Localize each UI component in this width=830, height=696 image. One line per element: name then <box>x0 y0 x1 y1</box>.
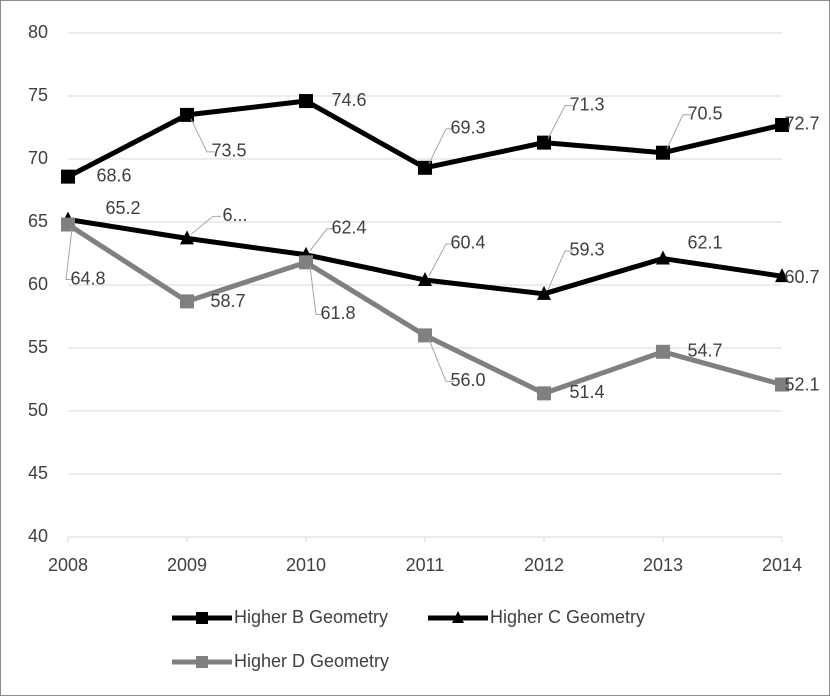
data-label: 54.7 <box>687 341 722 361</box>
data-label: 71.3 <box>569 94 604 114</box>
leader-line <box>428 243 454 277</box>
data-point <box>775 268 789 283</box>
legend-label: Higher D Geometry <box>234 651 389 671</box>
data-label: 51.4 <box>569 382 604 402</box>
leader-line <box>428 128 454 165</box>
data-point <box>775 377 789 392</box>
x-tick-label: 2014 <box>762 555 802 575</box>
leader-line <box>309 266 324 315</box>
data-point <box>418 328 432 343</box>
legend-marker <box>196 656 208 668</box>
leader-line <box>190 118 215 153</box>
data-label: 56.0 <box>450 370 485 390</box>
y-tick-label: 70 <box>28 148 48 168</box>
data-label: 60.4 <box>450 233 485 253</box>
x-tick-label: 2008 <box>48 555 88 575</box>
data-point <box>537 135 551 150</box>
data-label: 64.8 <box>70 268 105 288</box>
data-label: 73.5 <box>211 141 246 161</box>
data-point <box>180 230 194 245</box>
y-tick-label: 45 <box>28 463 48 483</box>
data-point <box>537 285 551 300</box>
data-label: 62.1 <box>687 232 722 252</box>
data-point <box>61 217 75 232</box>
x-tick-label: 2009 <box>167 555 207 575</box>
data-point <box>537 386 551 401</box>
data-point <box>656 250 670 265</box>
data-point <box>180 294 194 309</box>
leader-line <box>666 114 691 149</box>
legend-marker <box>452 611 464 623</box>
data-label: 59.3 <box>569 240 604 260</box>
data-label: 6... <box>222 205 247 225</box>
data-point <box>656 145 670 160</box>
x-tick-label: 2011 <box>406 555 445 575</box>
x-tick-label: 2013 <box>643 555 683 575</box>
legend-marker <box>196 612 208 624</box>
y-tick-label: 40 <box>28 526 48 546</box>
data-label: 52.1 <box>784 374 819 394</box>
y-tick-label: 60 <box>28 274 48 294</box>
leader-line <box>547 105 573 139</box>
data-point <box>656 344 670 359</box>
data-label: 72.7 <box>784 114 819 134</box>
data-label: 62.4 <box>331 218 366 238</box>
data-label: 69.3 <box>450 118 485 138</box>
data-label: 61.8 <box>320 303 355 323</box>
y-tick-label: 50 <box>28 400 48 420</box>
leader-line <box>428 339 454 382</box>
data-label: 70.5 <box>687 103 722 123</box>
y-tick-label: 75 <box>28 85 48 105</box>
data-label: 60.7 <box>784 267 819 287</box>
leader-line <box>190 215 221 235</box>
data-point <box>180 107 194 122</box>
data-point <box>299 94 313 109</box>
data-label: 68.6 <box>96 165 131 185</box>
y-tick-label: 55 <box>28 337 48 357</box>
legend-label: Higher C Geometry <box>490 607 645 627</box>
y-tick-label: 80 <box>28 22 48 42</box>
leader-line <box>547 250 573 291</box>
y-tick-label: 65 <box>28 211 48 231</box>
data-label: 74.6 <box>331 90 366 110</box>
data-point <box>418 160 432 175</box>
data-point <box>61 169 75 184</box>
x-tick-label: 2012 <box>524 555 564 575</box>
data-point <box>418 271 432 286</box>
leader-line <box>309 228 335 252</box>
data-label: 58.7 <box>210 291 245 311</box>
legend-label: Higher B Geometry <box>234 607 388 627</box>
x-tick-label: 2010 <box>286 555 326 575</box>
leader-line <box>65 228 74 281</box>
data-point <box>299 255 313 270</box>
data-label: 65.2 <box>105 198 140 218</box>
data-point <box>775 117 789 132</box>
